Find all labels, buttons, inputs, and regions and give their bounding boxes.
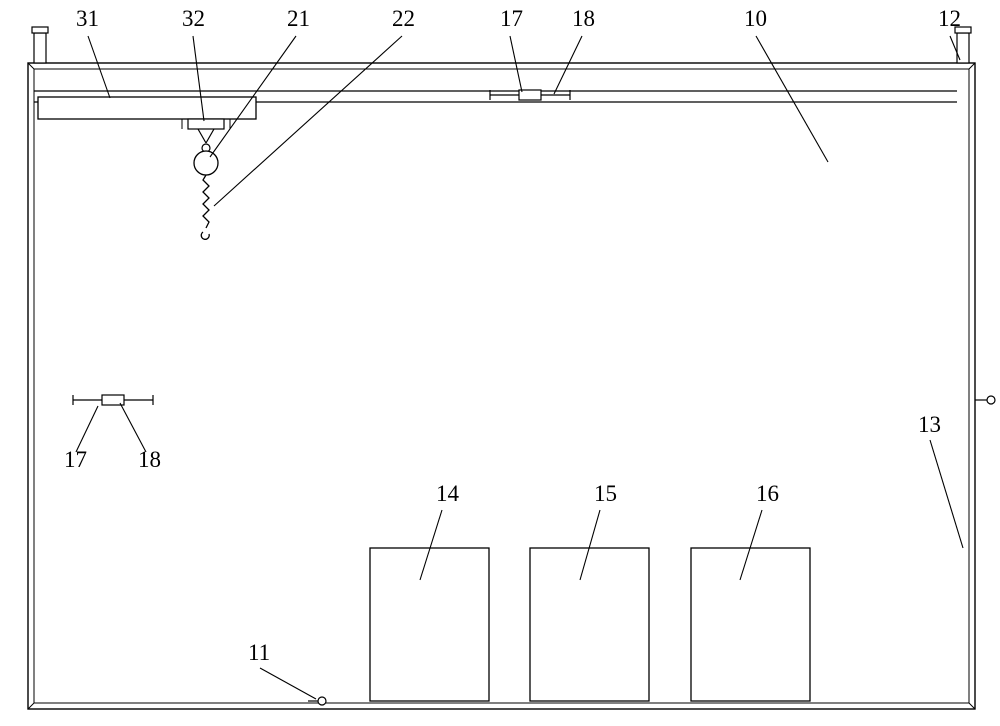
callout-17: 17 [64, 447, 87, 472]
callout-17: 17 [500, 6, 523, 31]
callout-18: 18 [138, 447, 161, 472]
callout-18: 18 [572, 6, 595, 31]
callout-13: 13 [918, 412, 941, 437]
callout-21: 21 [287, 6, 310, 31]
callout-10: 10 [744, 6, 767, 31]
callout-11: 11 [248, 640, 270, 665]
callout-15: 15 [594, 481, 617, 506]
callout-14: 14 [436, 481, 460, 506]
callout-32: 32 [182, 6, 205, 31]
callout-12: 12 [938, 6, 961, 31]
callout-16: 16 [756, 481, 779, 506]
callout-31: 31 [76, 6, 99, 31]
callout-22: 22 [392, 6, 415, 31]
engineering-diagram: 31 32 21 22 17 18 10 12 13 17 18 14 15 16 11 [0, 0, 1000, 726]
